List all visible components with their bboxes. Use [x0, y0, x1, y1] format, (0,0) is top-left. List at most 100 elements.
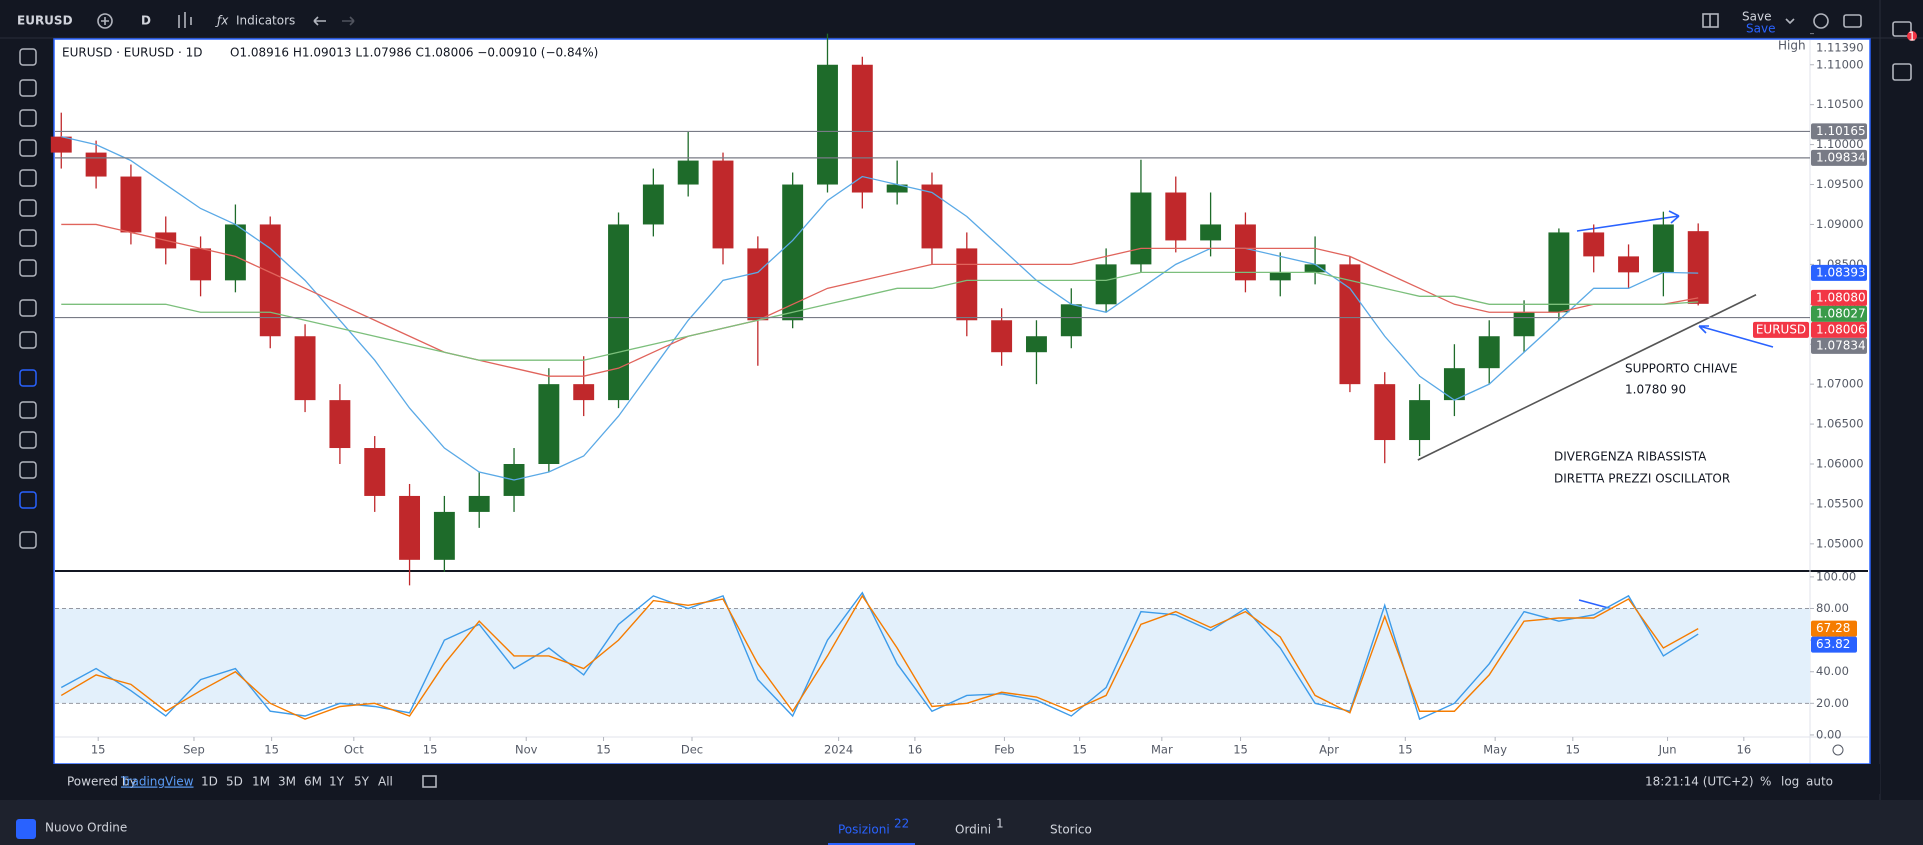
tool-icon[interactable] — [19, 199, 37, 217]
range-button[interactable]: 3M — [278, 775, 296, 789]
y-tick-label: 1.10500 — [1816, 97, 1864, 111]
tool-icon[interactable] — [19, 491, 37, 509]
tool-icon[interactable] — [19, 79, 37, 97]
date-range-icon[interactable] — [422, 775, 437, 788]
range-button[interactable]: All — [378, 775, 393, 789]
settings-icon[interactable] — [1813, 13, 1829, 29]
candle-body — [608, 224, 629, 401]
y-tick-label: 20.00 — [1816, 696, 1849, 710]
candle-body — [1687, 231, 1709, 304]
save-button[interactable]: Save — [1742, 10, 1771, 24]
y-tick-label: 1.09000 — [1816, 217, 1864, 231]
candle-body — [1409, 400, 1431, 441]
tool-icon[interactable] — [19, 461, 37, 479]
scale-option[interactable]: auto — [1806, 775, 1833, 789]
candle-body — [190, 248, 212, 281]
candle-body — [851, 64, 873, 193]
chart-type-icon[interactable] — [178, 12, 192, 28]
candle-body — [50, 136, 72, 153]
price-tag-label: 1.07834 — [1816, 338, 1866, 352]
x-tick-label: 15 — [596, 743, 611, 757]
range-button[interactable]: 5Y — [354, 775, 370, 789]
tool-icon[interactable] — [19, 531, 37, 549]
price-tag — [1811, 337, 1867, 354]
brand-link[interactable]: TradingView — [120, 775, 194, 789]
y-tick-label: 80.00 — [1816, 601, 1849, 615]
messages-icon[interactable] — [1892, 21, 1912, 37]
oscillator-band — [55, 608, 1810, 704]
candle-body — [120, 176, 142, 233]
add-symbol-plus — [101, 17, 109, 25]
range-button[interactable]: 6M — [304, 775, 322, 789]
scale-option[interactable]: % — [1760, 775, 1771, 789]
tool-icon[interactable] — [19, 299, 37, 317]
tool-icon[interactable] — [19, 139, 37, 157]
range-button[interactable]: 1D — [201, 775, 218, 789]
candle-body — [1478, 336, 1500, 369]
tool-icon[interactable] — [19, 109, 37, 127]
x-tick-label: Jun — [1658, 743, 1677, 757]
candle-body — [294, 336, 316, 401]
watchlist-icon[interactable] — [1892, 63, 1912, 81]
tool-icon[interactable] — [19, 401, 37, 419]
screenshot-icon[interactable] — [1843, 14, 1862, 28]
x-tick-label: 15 — [1233, 743, 1248, 757]
new-order-button[interactable]: Nuovo Ordine — [45, 821, 127, 835]
order-icon[interactable] — [16, 819, 36, 839]
panel-tab[interactable]: Storico — [1050, 823, 1092, 837]
tool-icon[interactable] — [19, 259, 37, 277]
scale-option[interactable]: log — [1781, 775, 1799, 789]
symbol-button[interactable]: EURUSD — [17, 14, 73, 28]
annotation: SUPPORTO CHIAVE — [1625, 362, 1738, 376]
drawing-toolbar — [19, 48, 37, 549]
symbol-tag-label: EURUSD — [1756, 322, 1806, 336]
powered-by: Powered by — [67, 775, 137, 789]
redo-icon[interactable] — [342, 16, 355, 26]
price-tag-label: 1.08080 — [1816, 290, 1866, 304]
x-tick-label: Sep — [183, 743, 205, 757]
price-tag — [1811, 123, 1867, 140]
candle-body — [468, 495, 490, 512]
x-tick-label: Feb — [994, 743, 1014, 757]
range-button[interactable]: 1Y — [329, 775, 345, 789]
range-button[interactable]: 5D — [226, 775, 243, 789]
candle-body — [1269, 272, 1291, 281]
x-tick-label: 15 — [1565, 743, 1580, 757]
panel-tab[interactable]: Posizioni — [838, 823, 890, 837]
undo-icon[interactable] — [313, 16, 326, 26]
price-tag — [1811, 289, 1867, 306]
high-marker-label: 1.11390 — [1816, 41, 1864, 55]
range-button[interactable]: 1M — [252, 775, 270, 789]
candle-body — [1548, 232, 1570, 313]
y-tick-label: 1.09500 — [1816, 177, 1864, 191]
candle-body — [921, 184, 943, 249]
save-menu-icon[interactable] — [1785, 18, 1795, 25]
price-tag — [1811, 321, 1867, 338]
moving-average — [61, 271, 1699, 361]
indicators-button[interactable]: Indicators — [236, 14, 295, 28]
panel-tab[interactable]: Ordini — [955, 823, 991, 837]
moving-average — [61, 135, 1699, 481]
candle-body — [329, 400, 351, 449]
oscillator-tag — [1811, 636, 1857, 653]
tool-icon[interactable] — [19, 169, 37, 187]
panel-tab-count: 22 — [894, 817, 909, 831]
clock: 18:21:14 (UTC+2) — [1645, 775, 1754, 789]
candle-body — [782, 184, 804, 321]
candle-body — [747, 248, 769, 321]
x-tick-label: Mar — [1151, 743, 1173, 757]
tool-icon[interactable] — [19, 431, 37, 449]
y-tick-label: 1.10000 — [1816, 137, 1864, 151]
tool-icon[interactable] — [19, 48, 37, 66]
tool-icon[interactable] — [19, 369, 37, 387]
candle-body — [1374, 384, 1396, 441]
add-symbol-icon[interactable] — [97, 13, 113, 29]
oscillator-tag — [1811, 620, 1857, 637]
y-tick-label: 1.11000 — [1816, 57, 1864, 71]
interval-button[interactable]: D — [141, 14, 151, 28]
tool-icon[interactable] — [19, 229, 37, 247]
axis-settings-icon[interactable] — [1832, 744, 1844, 756]
y-tick-label: 100.00 — [1816, 569, 1856, 583]
tool-icon[interactable] — [19, 331, 37, 349]
